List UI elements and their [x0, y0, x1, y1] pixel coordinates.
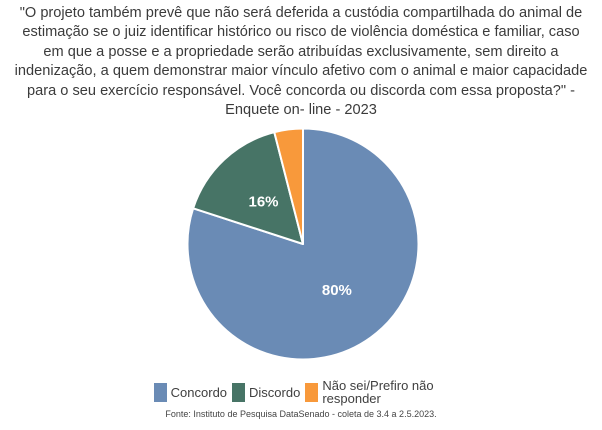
legend: Concordo Discordo Não sei/Prefiro não resp…: [0, 379, 602, 405]
slice-data-label-0: 80%: [322, 282, 352, 299]
pie-slice-0: [186, 127, 420, 361]
source-note: Fonte: Instituto de Pesquisa DataSenado …: [165, 409, 437, 419]
legend-item-2: Não sei/Prefiro não responder: [305, 379, 448, 405]
legend-item-1: Discordo: [232, 382, 301, 402]
legend-label-1: Discordo: [249, 384, 301, 400]
pie-slice-2: [273, 127, 304, 245]
legend-item-0: Concordo: [153, 382, 228, 402]
legend-swatch-0: [153, 382, 167, 402]
legend-swatch-1: [232, 382, 246, 402]
legend-label-2: Não sei/Prefiro não responder: [322, 378, 434, 406]
legend-swatch-2: [305, 382, 319, 402]
slice-data-label-1: 16%: [248, 193, 278, 210]
legend-label-0: Concordo: [170, 384, 228, 400]
pie-chart: 80% 16%: [186, 127, 420, 361]
chart-title: "O projeto também prevê que não será def…: [14, 5, 588, 119]
pie-slice-1: [192, 131, 304, 245]
